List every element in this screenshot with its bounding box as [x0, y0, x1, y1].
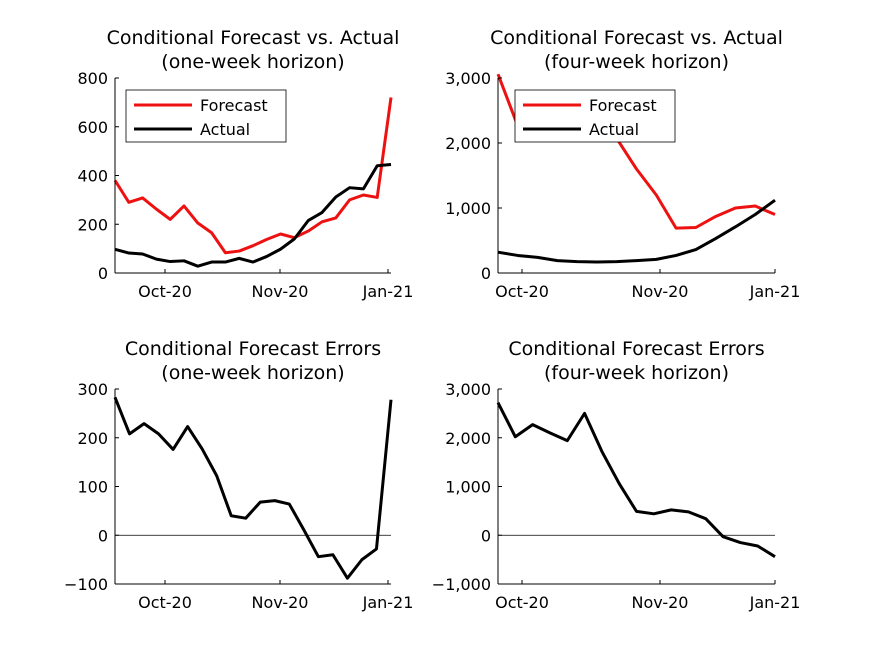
- chart-subtitle: (one-week horizon): [161, 51, 344, 73]
- chart-subtitle: (one-week horizon): [161, 362, 344, 384]
- x-tick-label: Oct-20: [138, 282, 192, 301]
- chart-panel-1: Conditional Forecast vs. Actual(one-week…: [77, 27, 413, 301]
- chart-title: Conditional Forecast vs. Actual: [490, 27, 783, 49]
- x-tick-label: Oct-20: [495, 282, 549, 301]
- series-line-actual: [497, 198, 776, 264]
- y-tick-label: 2,000: [445, 134, 491, 153]
- y-tick-label: 0: [98, 526, 108, 545]
- x-tick-label: Nov-20: [632, 593, 689, 612]
- series-line-error: [496, 401, 776, 558]
- y-tick-label: 0: [481, 526, 491, 545]
- y-tick-label: 800: [77, 69, 108, 88]
- y-tick-label: 3,000: [445, 380, 491, 399]
- x-tick-label: Oct-20: [138, 593, 192, 612]
- legend-label-forecast: Forecast: [589, 96, 657, 115]
- y-tick-label: 200: [77, 215, 108, 234]
- y-tick-label: −100: [64, 575, 108, 594]
- y-tick-label: 200: [77, 429, 108, 448]
- y-tick-label: 600: [77, 118, 108, 137]
- x-tick-label: Jan-21: [749, 282, 801, 301]
- x-tick-label: Nov-20: [632, 282, 689, 301]
- y-tick-label: 300: [77, 380, 108, 399]
- chart-title: Conditional Forecast Errors: [125, 338, 381, 360]
- y-tick-label: 0: [481, 264, 491, 283]
- legend-box: [514, 89, 676, 143]
- chart-subtitle: (four-week horizon): [544, 51, 729, 73]
- x-tick-label: Nov-20: [252, 593, 309, 612]
- chart-panel-3: Conditional Forecast Errors(one-week hor…: [64, 338, 413, 612]
- y-tick-label: 0: [98, 264, 108, 283]
- chart-panel-2: Conditional Forecast vs. Actual(four-wee…: [445, 27, 800, 301]
- y-tick-label: 1,000: [445, 199, 491, 218]
- chart-title: Conditional Forecast Errors: [508, 338, 764, 360]
- y-tick-label: 1,000: [445, 478, 491, 497]
- legend-label-actual: Actual: [200, 120, 250, 139]
- y-tick-label: 2,000: [445, 429, 491, 448]
- series-line-forecast: [113, 97, 393, 255]
- legend: Forecast Actual: [514, 89, 676, 143]
- x-tick-label: Jan-21: [749, 593, 801, 612]
- y-tick-label: 100: [77, 478, 108, 497]
- legend-box: [125, 89, 287, 143]
- x-tick-label: Jan-21: [362, 282, 414, 301]
- series-line-actual: [114, 163, 392, 268]
- y-tick-label: −1,000: [432, 575, 491, 594]
- x-tick-label: Nov-20: [252, 282, 309, 301]
- legend-label-forecast: Forecast: [200, 96, 268, 115]
- chart-subtitle: (four-week horizon): [544, 362, 729, 384]
- legend-label-actual: Actual: [589, 120, 639, 139]
- x-tick-label: Jan-21: [362, 593, 414, 612]
- y-tick-label: 3,000: [445, 69, 491, 88]
- chart-title: Conditional Forecast vs. Actual: [107, 27, 400, 49]
- legend: Forecast Actual: [125, 89, 287, 143]
- series-line-error: [113, 396, 393, 580]
- chart-panel-4: Conditional Forecast Errors(four-week ho…: [432, 338, 801, 612]
- y-tick-label: 400: [77, 167, 108, 186]
- x-tick-label: Oct-20: [495, 593, 549, 612]
